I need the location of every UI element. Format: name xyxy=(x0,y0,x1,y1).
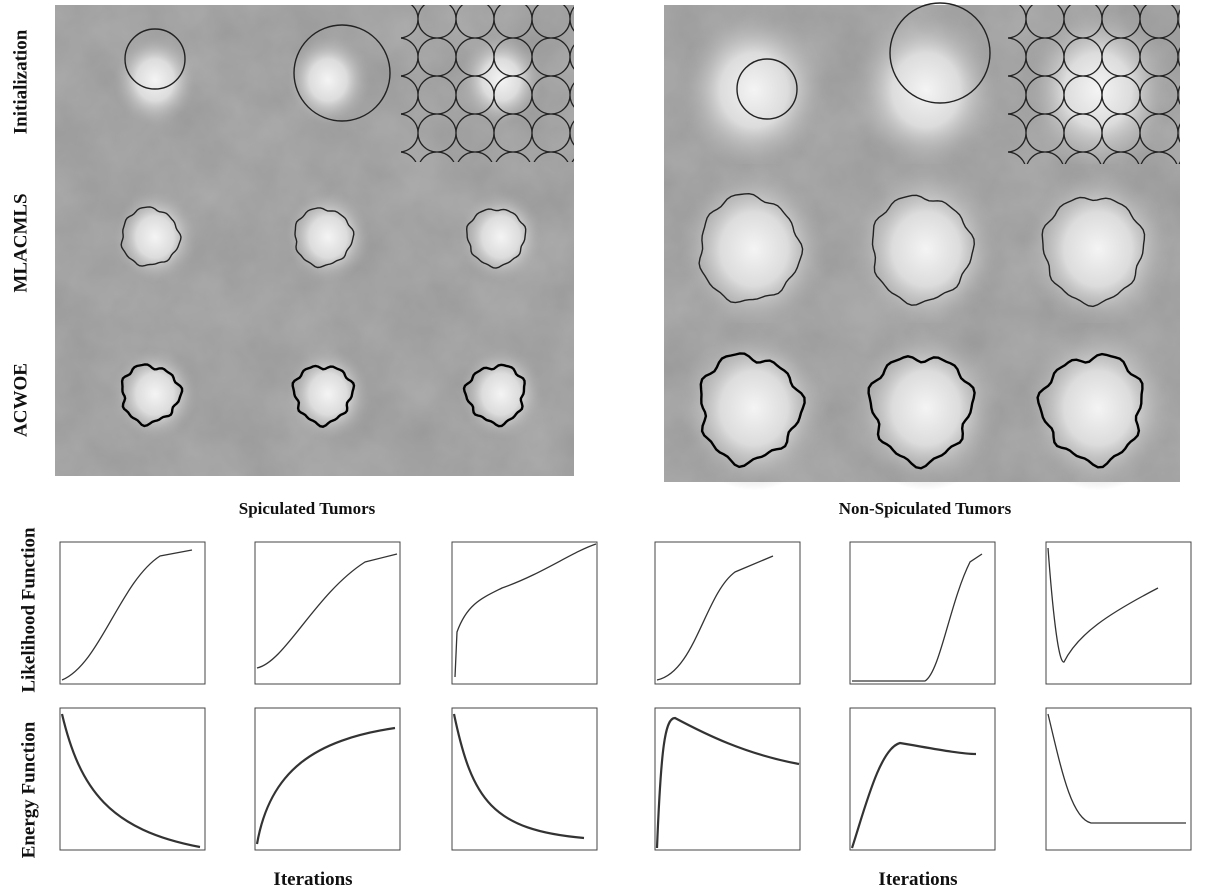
tumor xyxy=(113,34,197,126)
tumor xyxy=(1023,326,1173,491)
plot xyxy=(60,542,205,684)
plot xyxy=(850,708,995,850)
plot-row-label: Likelihood Function xyxy=(18,527,39,693)
image-grid xyxy=(55,3,1180,491)
image-cell xyxy=(228,162,401,319)
tumor xyxy=(286,348,370,440)
image-cell xyxy=(401,319,574,476)
tumor xyxy=(459,191,543,283)
tumor xyxy=(113,348,197,440)
plot xyxy=(655,542,800,684)
plot xyxy=(655,708,800,850)
row-label: Initialization xyxy=(10,29,31,134)
plot-row-label: Energy Function xyxy=(18,721,39,858)
image-cell xyxy=(55,319,228,476)
plot xyxy=(60,708,205,850)
image-cell xyxy=(664,323,836,491)
image-cell xyxy=(836,3,1008,173)
plot xyxy=(255,542,400,684)
tumor xyxy=(679,326,829,491)
x-label: Iterations xyxy=(273,869,352,890)
image-cell xyxy=(1008,5,1180,173)
init-grid xyxy=(1008,5,1180,164)
image-cell xyxy=(228,5,401,162)
image-cell xyxy=(1008,164,1180,332)
x-label: Iterations xyxy=(878,869,957,890)
plot xyxy=(452,542,597,684)
image-cell xyxy=(664,5,836,173)
figure: Initialization MLACMLS ACWOE Spiculated … xyxy=(0,0,1207,892)
group-title: Non-Spiculated Tumors xyxy=(839,499,1012,518)
tumor xyxy=(286,34,370,126)
plot xyxy=(1046,708,1191,850)
tumor xyxy=(1023,167,1173,332)
tumor xyxy=(679,8,829,173)
tumor xyxy=(286,191,370,283)
image-cell xyxy=(55,162,228,319)
plot xyxy=(255,708,400,850)
group-title: Spiculated Tumors xyxy=(239,499,376,518)
tumor xyxy=(851,8,1001,173)
tumor xyxy=(679,167,829,332)
plot xyxy=(1046,542,1191,684)
init-grid xyxy=(401,5,574,162)
image-cell xyxy=(228,319,401,476)
image-cell xyxy=(836,323,1008,491)
plot xyxy=(850,542,995,684)
image-cell xyxy=(401,162,574,319)
image-cell xyxy=(55,5,228,162)
row-label: ACWOE xyxy=(10,363,31,437)
image-cell xyxy=(1008,323,1180,491)
image-cell xyxy=(836,164,1008,332)
image-cell xyxy=(664,164,836,332)
row-label: MLACMLS xyxy=(10,193,31,292)
plot xyxy=(452,708,597,850)
image-cell xyxy=(401,5,574,162)
tumor xyxy=(113,191,197,283)
